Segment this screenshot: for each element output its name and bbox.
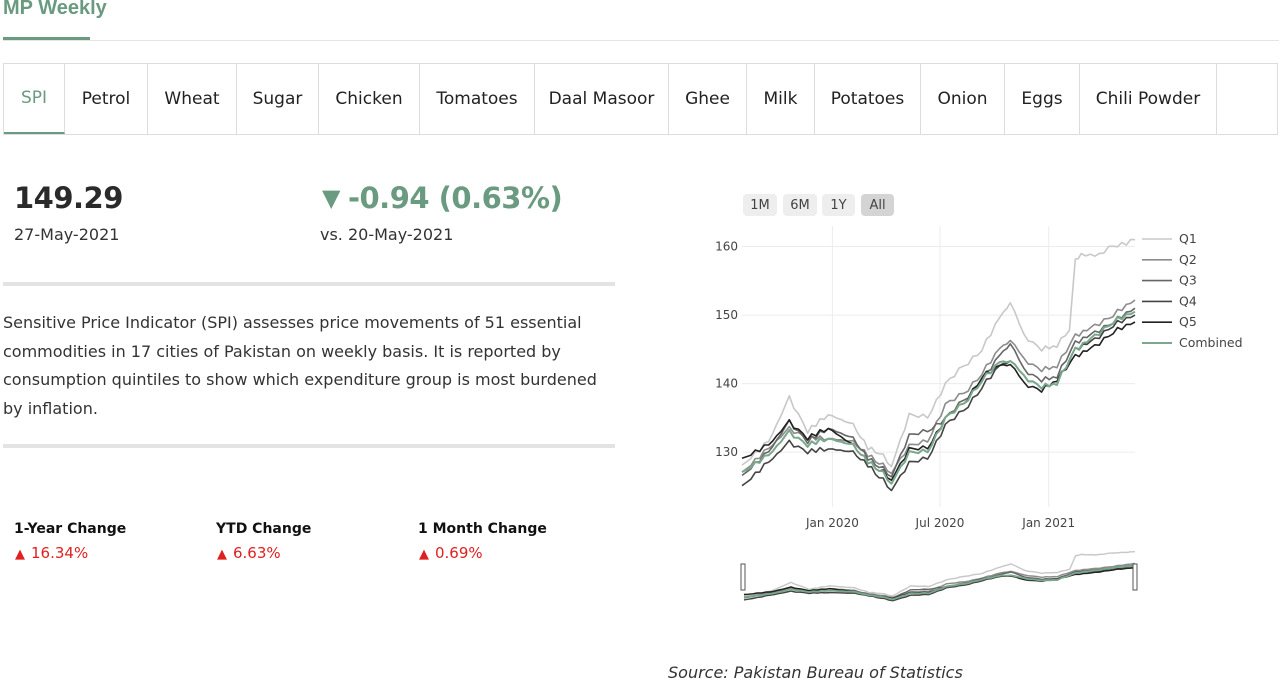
ytd-change-number: 6.63%: [233, 544, 281, 562]
spi-change: ▼ -0.94 (0.63%): [322, 181, 563, 215]
separator-bottom: [3, 444, 615, 448]
spi-date: 27-May-2021: [14, 225, 120, 244]
range-6m-button[interactable]: 6M: [783, 194, 817, 216]
tab-spi[interactable]: SPI: [4, 64, 65, 134]
tab-daal-masoor[interactable]: Daal Masoor: [535, 64, 669, 134]
x-tick-label: Jan 2021: [1021, 516, 1075, 530]
up-arrow-icon: ▲: [15, 547, 25, 562]
data-source: Source: Pakistan Bureau of Statistics: [668, 663, 963, 682]
commodity-tabs: SPI Petrol Wheat Sugar Chicken Tomatoes …: [3, 63, 1278, 135]
tab-chicken[interactable]: Chicken: [319, 64, 420, 134]
one-month-change-number: 0.69%: [435, 544, 483, 562]
rangeslider-series-combined: [743, 564, 1136, 601]
tab-petrol[interactable]: Petrol: [65, 64, 148, 134]
range-1m-button[interactable]: 1M: [743, 194, 777, 216]
range-all-button[interactable]: All: [861, 194, 894, 216]
series-line-q3[interactable]: [741, 307, 1136, 478]
down-arrow-icon: ▼: [322, 184, 340, 212]
series-line-combined[interactable]: [741, 310, 1136, 485]
spi-change-value: -0.94 (0.63%): [347, 181, 563, 215]
rangeslider-series-q1: [743, 550, 1136, 597]
legend-label[interactable]: Q3: [1179, 273, 1197, 288]
up-arrow-icon: ▲: [217, 547, 227, 562]
title-divider: [3, 40, 1279, 41]
one-month-change-label: 1 Month Change: [418, 521, 547, 537]
one-year-change-value: ▲ 16.34%: [15, 544, 88, 562]
page-title: MP Weekly: [3, 0, 107, 19]
comparison-date: vs. 20-May-2021: [320, 225, 454, 244]
tab-sugar[interactable]: Sugar: [237, 64, 319, 134]
tab-onion[interactable]: Onion: [921, 64, 1005, 134]
up-arrow-icon: ▲: [419, 547, 429, 562]
series-line-q1[interactable]: [741, 238, 1136, 468]
legend-label[interactable]: Q4: [1179, 293, 1197, 308]
ytd-change-value: ▲ 6.63%: [217, 544, 281, 562]
tab-eggs[interactable]: Eggs: [1005, 64, 1080, 134]
legend-label[interactable]: Q2: [1179, 252, 1197, 267]
tab-tomatoes[interactable]: Tomatoes: [420, 64, 535, 134]
y-tick-label: 140: [715, 377, 738, 391]
spi-description: Sensitive Price Indicator (SPI) assesses…: [3, 313, 597, 418]
y-tick-label: 150: [715, 308, 738, 322]
tab-ghee[interactable]: Ghee: [669, 64, 747, 134]
title-underline: [3, 37, 90, 40]
one-year-change-label: 1-Year Change: [14, 521, 127, 537]
y-tick-label: 160: [715, 240, 738, 254]
ytd-change-label: YTD Change: [216, 521, 312, 537]
x-tick-label: Jan 2020: [805, 516, 859, 530]
one-month-change-value: ▲ 0.69%: [419, 544, 483, 562]
tab-wheat[interactable]: Wheat: [148, 64, 237, 134]
range-1y-button[interactable]: 1Y: [822, 194, 855, 216]
legend-label[interactable]: Combined: [1179, 335, 1243, 350]
separator-top: [3, 282, 615, 286]
legend-label[interactable]: Q5: [1179, 314, 1197, 329]
x-tick-label: Jul 2020: [915, 516, 965, 530]
rangeslider-right-handle[interactable]: [1132, 563, 1138, 591]
legend-label[interactable]: Q1: [1179, 231, 1197, 246]
tab-chili-powder[interactable]: Chili Powder: [1080, 64, 1217, 134]
one-year-change-number: 16.34%: [31, 544, 89, 562]
tab-milk[interactable]: Milk: [747, 64, 815, 134]
y-tick-label: 130: [715, 445, 738, 459]
rangeslider-left-handle[interactable]: [740, 563, 746, 591]
spi-value: 149.29: [14, 181, 123, 215]
series-line-q5[interactable]: [741, 321, 1136, 481]
tab-potatoes[interactable]: Potatoes: [815, 64, 921, 134]
